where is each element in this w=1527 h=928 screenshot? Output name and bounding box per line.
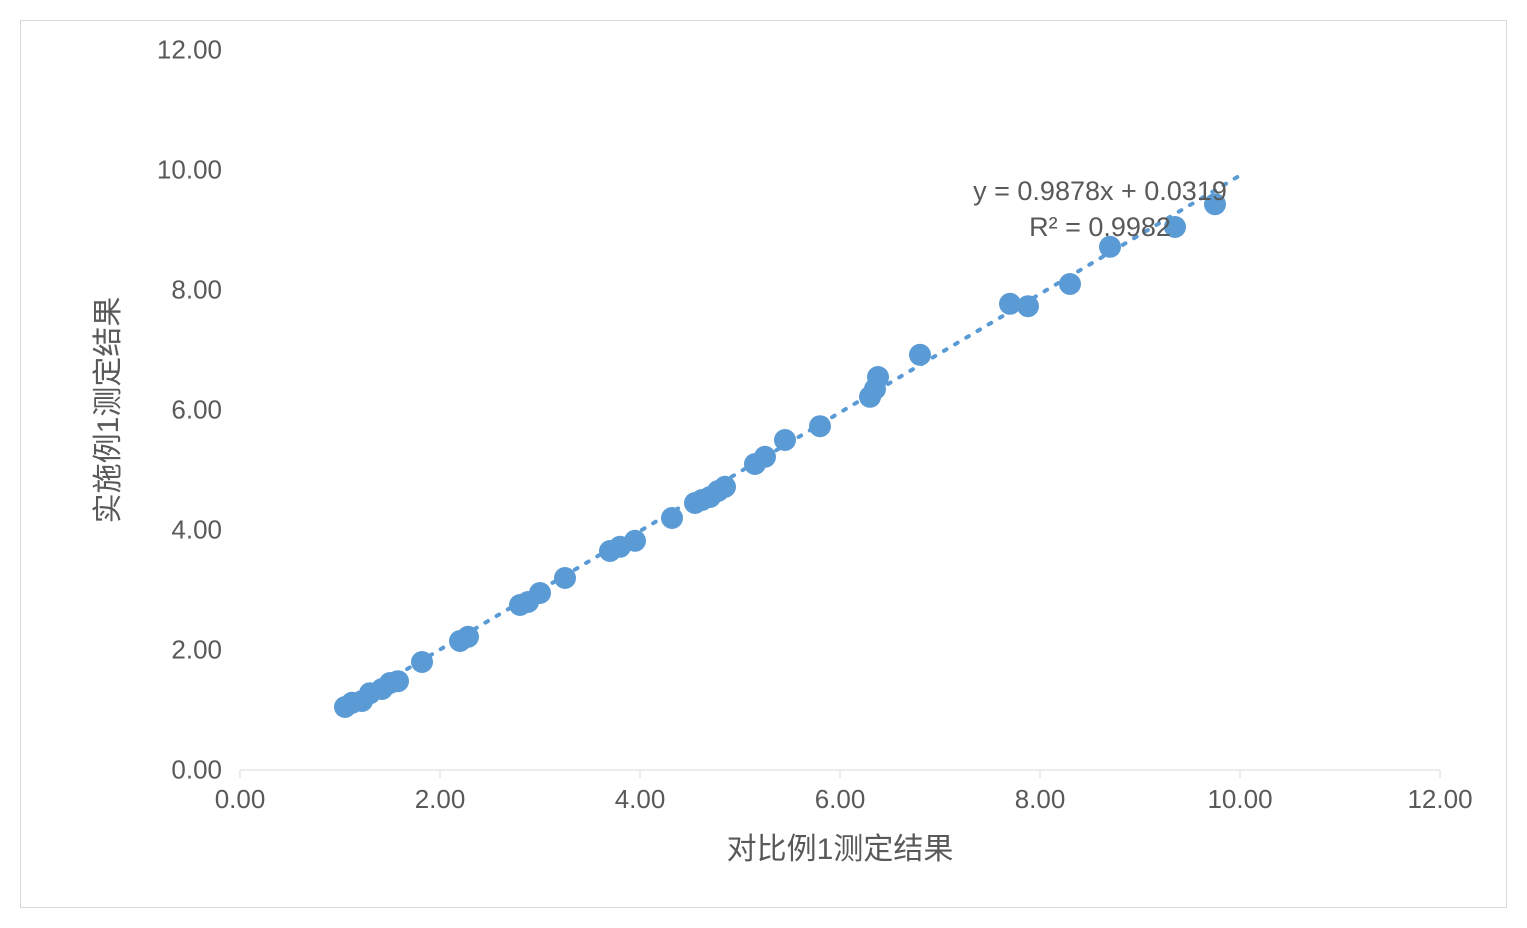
x-tick-label: 8.00 — [1015, 784, 1066, 815]
x-axis-title: 对比例1测定结果 — [727, 824, 954, 868]
y-axis-title: 实施例1测定结果 — [83, 297, 127, 524]
regression-equation: y = 0.9878x + 0.0319 — [973, 176, 1227, 207]
y-tick-label: 12.00 — [157, 35, 222, 66]
x-tick-label: 6.00 — [815, 784, 866, 815]
x-tick-label: 4.00 — [615, 784, 666, 815]
y-tick-label: 6.00 — [171, 395, 222, 426]
y-tick-label: 4.00 — [171, 515, 222, 546]
y-tick-label: 0.00 — [171, 755, 222, 786]
x-tick-label: 10.00 — [1207, 784, 1272, 815]
y-tick-label: 8.00 — [171, 275, 222, 306]
x-tick-label: 2.00 — [415, 784, 466, 815]
r-squared: R² = 0.9982 — [1029, 212, 1171, 243]
y-tick-label: 10.00 — [157, 155, 222, 186]
x-tick-label: 12.00 — [1407, 784, 1472, 815]
y-tick-label: 2.00 — [171, 635, 222, 666]
x-tick-label: 0.00 — [215, 784, 266, 815]
